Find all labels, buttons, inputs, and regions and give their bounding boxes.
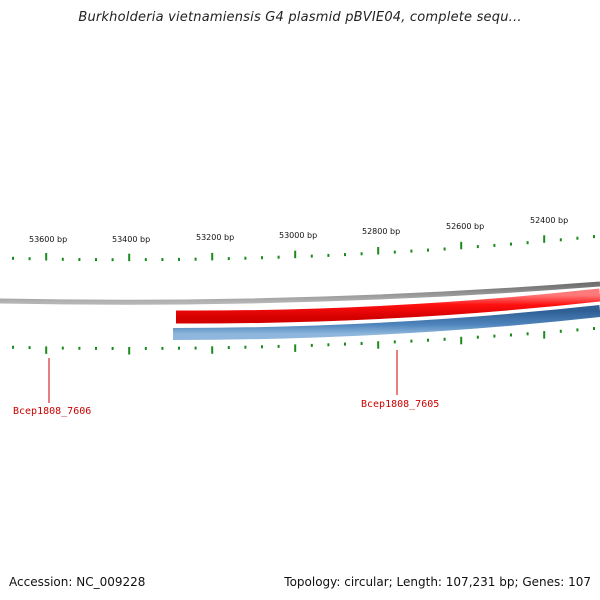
forward-gene-arc[interactable] — [175, 288, 600, 324]
tick-label-52600: 52600 bp — [446, 222, 484, 231]
tick-label-53600: 53600 bp — [29, 235, 67, 244]
map-title: Burkholderia vietnamiensis G4 plasmid pB… — [78, 10, 522, 25]
gene-label-bcep1808-7606[interactable]: Bcep1808_7606 — [13, 406, 91, 417]
tick-label-53000: 53000 bp — [279, 231, 317, 240]
gene-label-bcep1808-7605[interactable]: Bcep1808_7605 — [361, 399, 439, 410]
sequence-summary: Topology: circular; Length: 107,231 bp; … — [284, 575, 591, 589]
tick-label-53200: 53200 bp — [196, 233, 234, 242]
tick-label-52800: 52800 bp — [362, 227, 400, 236]
scale-ticks-top — [12, 235, 595, 262]
accession-text: Accession: NC_009228 — [9, 575, 146, 589]
tick-label-52400: 52400 bp — [530, 216, 568, 225]
gene-bcep1808-7605-arc[interactable] — [172, 305, 600, 340]
sequence-backbone — [0, 281, 600, 305]
scale-ticks-bottom — [12, 327, 595, 355]
tick-label-53400: 53400 bp — [112, 235, 150, 244]
